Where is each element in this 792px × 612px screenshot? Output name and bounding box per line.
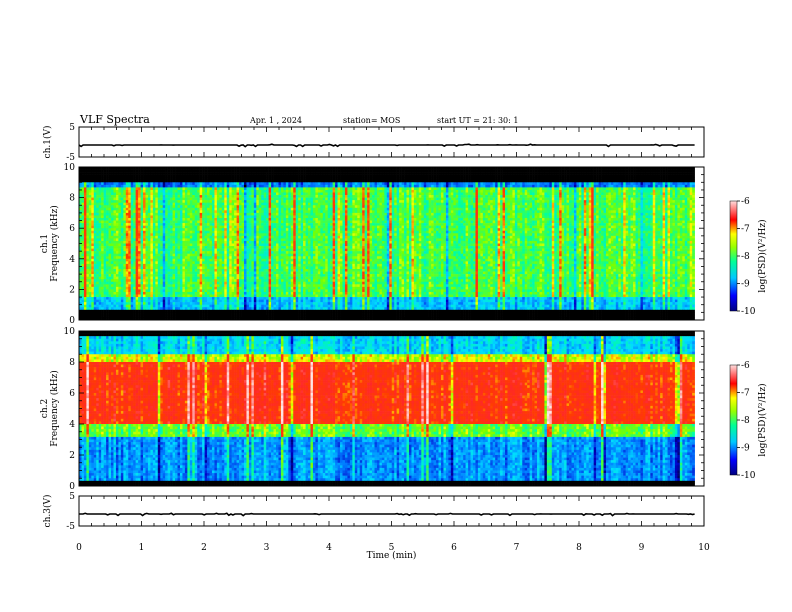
ch2-spectrogram-colorbar-label: log(PSD)(V²/Hz): [757, 383, 768, 456]
ch3-voltage-panel: 5 -5 ch.3(V): [42, 492, 705, 532]
ch1-spectrogram-colorbar-tick: -7: [741, 225, 750, 235]
ch2-colorbar: -6 -7 -8 -9 -10 log(PSD)(V²/Hz): [729, 361, 768, 481]
ch1-spectrogram-colorbar-tick: -10: [741, 307, 756, 317]
time-axis-label: Time (min): [367, 550, 417, 561]
ch1-voltage-ytick: -5: [66, 153, 75, 163]
time-axis: 0 1 2 3 4 5 6 7 8 9 10 Time (min): [76, 543, 710, 561]
ch2-spectrogram-ytick: 0: [69, 482, 75, 492]
ch1-spectrogram-colorbar-label: log(PSD)(V²/Hz): [757, 219, 768, 292]
time-axis-tick-label: 3: [264, 543, 270, 553]
ch1-spectrogram-ytick: 4: [69, 255, 75, 265]
ch1-spectrogram-ylabel2: Frequency (kHz): [49, 205, 60, 282]
ch1-spectrogram-cells: [79, 167, 695, 321]
ch3-voltage-ylabel: ch.3(V): [42, 495, 53, 528]
ch2-spectrogram-ytick: 4: [69, 420, 75, 430]
time-axis-tick-label: 7: [514, 543, 520, 553]
ch1-voltage-panel: 5 -5 ch.1(V): [42, 123, 705, 163]
ch1-spectrogram-colorbar-tick: -9: [741, 280, 750, 290]
ch1-voltage-ylabel: ch.1(V): [42, 126, 53, 159]
ch1-spectrogram-panel: 0 2 4 6 8 10 ch.1 Frequency (kHz): [40, 163, 705, 326]
ch1-spectrogram-colorbar-tick: -6: [741, 197, 750, 207]
time-axis-tick-label: 9: [639, 543, 645, 553]
ch2-spectrogram-colorbar-gradient: [730, 365, 737, 475]
ch1-voltage-ytick: 5: [69, 123, 75, 133]
time-axis-tick-label: 6: [451, 543, 457, 553]
ch1-spectrogram-ytick: 10: [64, 163, 76, 173]
ch2-spectrogram-ytick: 10: [64, 327, 76, 337]
ch2-spectrogram-colorbar-tick: -6: [741, 361, 750, 371]
ch1-voltage-trace: [78, 143, 695, 148]
ch1-spectrogram-ytick: 0: [69, 316, 75, 326]
ch3-voltage-ytick: -5: [66, 522, 75, 532]
ch2-spectrogram-colorbar-tick: -8: [741, 416, 750, 426]
ch2-spectrogram-panel: 0 2 4 6 8 10 ch.2 Frequency (kHz): [40, 327, 705, 492]
station-label: station= MOS: [343, 116, 400, 125]
ch1-spectrogram-ylabel: ch.1: [40, 234, 50, 253]
ch1-spectrogram-colorbar-tick: -8: [741, 252, 750, 262]
ch2-spectrogram-ytick: 2: [69, 451, 75, 461]
time-axis-tick-label: 8: [576, 543, 582, 553]
ch1-spectrogram-ytick: 2: [69, 285, 75, 295]
time-axis-tick-label: 2: [201, 543, 207, 553]
ch2-spectrogram-cells: [79, 331, 695, 487]
start-time-label: start UT = 21: 30: 1: [437, 116, 518, 125]
ch2-spectrogram-ytick: 6: [69, 389, 75, 399]
time-axis-tick-label: 10: [698, 543, 710, 553]
ch1-spectrogram-ytick: 6: [69, 224, 75, 234]
figure-title: VLF Spectra: [79, 113, 150, 126]
ch2-spectrogram-ylabel2: Frequency (kHz): [49, 370, 60, 447]
time-axis-tick-label: 4: [326, 543, 332, 553]
time-axis-tick-label: 5: [389, 543, 395, 553]
ch1-colorbar: -6 -7 -8 -9 -10 log(PSD)(V²/Hz): [729, 197, 768, 317]
ch2-spectrogram-colorbar-tick: -10: [741, 471, 756, 481]
ch2-spectrogram-ytick: 8: [69, 358, 75, 368]
ch2-spectrogram-colorbar-tick: -9: [741, 444, 750, 454]
ch3-voltage-trace: [79, 512, 695, 517]
ch2-spectrogram-ylabel: ch.2: [40, 399, 50, 418]
ch1-spectrogram-colorbar-gradient: [730, 201, 737, 311]
date-label: Apr. 1 , 2024: [249, 116, 302, 125]
time-axis-tick-label: 1: [139, 543, 145, 553]
time-axis-tick-label: 0: [76, 543, 82, 553]
ch3-voltage-ytick: 5: [69, 492, 75, 502]
ch2-spectrogram-colorbar-tick: -7: [741, 389, 750, 399]
ch1-spectrogram-ytick: 8: [69, 194, 75, 204]
